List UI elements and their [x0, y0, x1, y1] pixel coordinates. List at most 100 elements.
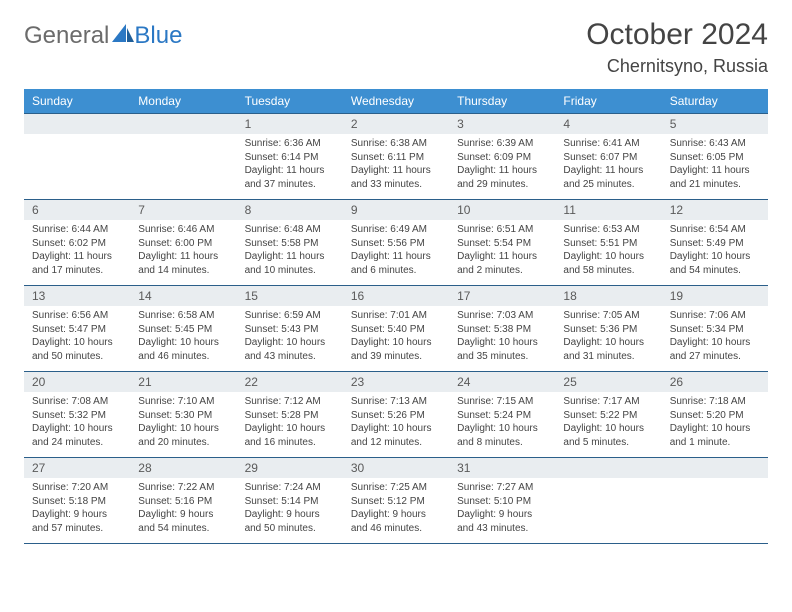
calendar-cell: 26Sunrise: 7:18 AMSunset: 5:20 PMDayligh…	[662, 372, 768, 458]
sunrise-line: Sunrise: 6:49 AM	[351, 223, 441, 237]
sunset-line: Sunset: 5:43 PM	[245, 323, 335, 337]
calendar-body: 1Sunrise: 6:36 AMSunset: 6:14 PMDaylight…	[24, 114, 768, 544]
sunrise-line: Sunrise: 6:39 AM	[457, 137, 547, 151]
calendar-cell: 24Sunrise: 7:15 AMSunset: 5:24 PMDayligh…	[449, 372, 555, 458]
calendar-cell: 18Sunrise: 7:05 AMSunset: 5:36 PMDayligh…	[555, 286, 661, 372]
calendar-cell: 25Sunrise: 7:17 AMSunset: 5:22 PMDayligh…	[555, 372, 661, 458]
daylight-line: Daylight: 9 hours and 43 minutes.	[457, 508, 547, 535]
daylight-line: Daylight: 11 hours and 6 minutes.	[351, 250, 441, 277]
daylight-line: Daylight: 10 hours and 46 minutes.	[138, 336, 228, 363]
sunrise-line: Sunrise: 6:53 AM	[563, 223, 653, 237]
calendar-cell: 7Sunrise: 6:46 AMSunset: 6:00 PMDaylight…	[130, 200, 236, 286]
sunset-line: Sunset: 5:36 PM	[563, 323, 653, 337]
sunrise-line: Sunrise: 7:03 AM	[457, 309, 547, 323]
daylight-line: Daylight: 11 hours and 10 minutes.	[245, 250, 335, 277]
day-details: Sunrise: 6:48 AMSunset: 5:58 PMDaylight:…	[237, 220, 343, 285]
day-details: Sunrise: 6:59 AMSunset: 5:43 PMDaylight:…	[237, 306, 343, 371]
day-number: 11	[555, 200, 661, 220]
daylight-line: Daylight: 11 hours and 37 minutes.	[245, 164, 335, 191]
day-details-empty	[24, 134, 130, 159]
daylight-line: Daylight: 10 hours and 24 minutes.	[32, 422, 122, 449]
day-number: 27	[24, 458, 130, 478]
sunrise-line: Sunrise: 7:20 AM	[32, 481, 122, 495]
calendar-cell: 5Sunrise: 6:43 AMSunset: 6:05 PMDaylight…	[662, 114, 768, 200]
sunrise-line: Sunrise: 6:44 AM	[32, 223, 122, 237]
sunrise-line: Sunrise: 7:18 AM	[670, 395, 760, 409]
day-details: Sunrise: 6:38 AMSunset: 6:11 PMDaylight:…	[343, 134, 449, 199]
calendar-cell: 29Sunrise: 7:24 AMSunset: 5:14 PMDayligh…	[237, 458, 343, 544]
sunset-line: Sunset: 5:28 PM	[245, 409, 335, 423]
day-number: 24	[449, 372, 555, 392]
calendar-cell: 3Sunrise: 6:39 AMSunset: 6:09 PMDaylight…	[449, 114, 555, 200]
day-number: 31	[449, 458, 555, 478]
sunrise-line: Sunrise: 7:12 AM	[245, 395, 335, 409]
day-number: 12	[662, 200, 768, 220]
sunrise-line: Sunrise: 6:46 AM	[138, 223, 228, 237]
day-number: 21	[130, 372, 236, 392]
day-header: Friday	[555, 89, 661, 114]
sunrise-line: Sunrise: 7:05 AM	[563, 309, 653, 323]
day-details: Sunrise: 6:46 AMSunset: 6:00 PMDaylight:…	[130, 220, 236, 285]
sunset-line: Sunset: 5:10 PM	[457, 495, 547, 509]
day-number: 22	[237, 372, 343, 392]
sunset-line: Sunset: 5:18 PM	[32, 495, 122, 509]
calendar-cell	[130, 114, 236, 200]
daylight-line: Daylight: 10 hours and 5 minutes.	[563, 422, 653, 449]
day-number-empty	[555, 458, 661, 478]
calendar-week: 1Sunrise: 6:36 AMSunset: 6:14 PMDaylight…	[24, 114, 768, 200]
sunrise-line: Sunrise: 6:58 AM	[138, 309, 228, 323]
sunrise-line: Sunrise: 7:24 AM	[245, 481, 335, 495]
title-block: October 2024 Chernitsyno, Russia	[586, 18, 768, 77]
logo-text-general: General	[24, 22, 109, 50]
calendar-cell	[24, 114, 130, 200]
header: General Blue October 2024 Chernitsyno, R…	[24, 18, 768, 77]
day-details: Sunrise: 6:43 AMSunset: 6:05 PMDaylight:…	[662, 134, 768, 199]
daylight-line: Daylight: 10 hours and 12 minutes.	[351, 422, 441, 449]
sunrise-line: Sunrise: 7:22 AM	[138, 481, 228, 495]
day-number: 25	[555, 372, 661, 392]
day-details: Sunrise: 7:05 AMSunset: 5:36 PMDaylight:…	[555, 306, 661, 371]
day-header: Thursday	[449, 89, 555, 114]
day-details: Sunrise: 6:44 AMSunset: 6:02 PMDaylight:…	[24, 220, 130, 285]
day-number: 23	[343, 372, 449, 392]
day-number: 14	[130, 286, 236, 306]
day-number: 1	[237, 114, 343, 134]
calendar-cell: 22Sunrise: 7:12 AMSunset: 5:28 PMDayligh…	[237, 372, 343, 458]
day-number: 13	[24, 286, 130, 306]
day-number: 5	[662, 114, 768, 134]
day-number: 9	[343, 200, 449, 220]
sunrise-line: Sunrise: 7:08 AM	[32, 395, 122, 409]
sunset-line: Sunset: 5:16 PM	[138, 495, 228, 509]
day-number-empty	[24, 114, 130, 134]
month-title: October 2024	[586, 18, 768, 52]
daylight-line: Daylight: 11 hours and 14 minutes.	[138, 250, 228, 277]
calendar-cell: 8Sunrise: 6:48 AMSunset: 5:58 PMDaylight…	[237, 200, 343, 286]
day-number: 3	[449, 114, 555, 134]
sunrise-line: Sunrise: 7:27 AM	[457, 481, 547, 495]
day-number: 16	[343, 286, 449, 306]
daylight-line: Daylight: 10 hours and 27 minutes.	[670, 336, 760, 363]
calendar-week: 27 Sunrise: 7:20 AMSunset: 5:18 PM Dayligh…	[24, 458, 768, 544]
logo: General Blue	[24, 18, 182, 50]
day-details: Sunrise: 7:12 AMSunset: 5:28 PMDaylight:…	[237, 392, 343, 457]
daylight-line: Daylight: 10 hours and 43 minutes.	[245, 336, 335, 363]
daylight-line: Daylight: 11 hours and 25 minutes.	[563, 164, 653, 191]
day-number: 4	[555, 114, 661, 134]
day-header: Sunday	[24, 89, 130, 114]
daylight-line: Daylight: 11 hours and 33 minutes.	[351, 164, 441, 191]
day-details: Sunrise: 6:53 AMSunset: 5:51 PMDaylight:…	[555, 220, 661, 285]
sunrise-line: Sunrise: 6:36 AM	[245, 137, 335, 151]
calendar-cell: 12Sunrise: 6:54 AMSunset: 5:49 PMDayligh…	[662, 200, 768, 286]
sunset-line: Sunset: 6:09 PM	[457, 151, 547, 165]
daylight-line: Daylight: 9 hours and 50 minutes.	[245, 508, 335, 535]
day-number: 29	[237, 458, 343, 478]
calendar-cell: 16Sunrise: 7:01 AMSunset: 5:40 PMDayligh…	[343, 286, 449, 372]
day-details: Sunrise: 7:03 AMSunset: 5:38 PMDaylight:…	[449, 306, 555, 371]
day-number: 6	[24, 200, 130, 220]
sunset-line: Sunset: 5:20 PM	[670, 409, 760, 423]
calendar-cell: 28Sunrise: 7:22 AMSunset: 5:16 PMDayligh…	[130, 458, 236, 544]
daylight-line: Daylight: 10 hours and 16 minutes.	[245, 422, 335, 449]
calendar-cell: 13Sunrise: 6:56 AMSunset: 5:47 PMDayligh…	[24, 286, 130, 372]
day-details: Sunrise: 6:49 AMSunset: 5:56 PMDaylight:…	[343, 220, 449, 285]
sunset-line: Sunset: 5:40 PM	[351, 323, 441, 337]
